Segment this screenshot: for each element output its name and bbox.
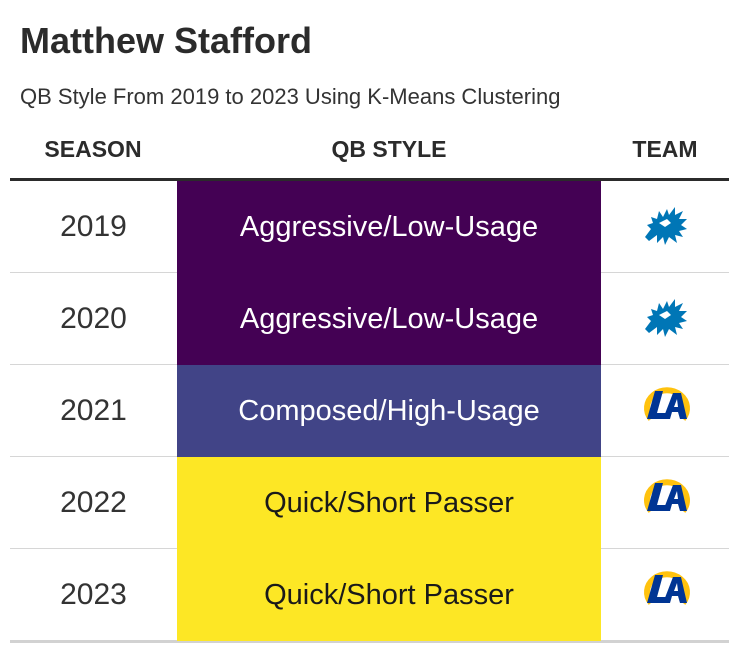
table-row: 2020 Aggressive/Low-Usage	[10, 273, 729, 365]
season-cell: 2023	[60, 578, 127, 611]
team-cell	[601, 365, 729, 456]
table-body: 2019 Aggressive/Low-Usage 2020 Aggressive/L…	[10, 181, 729, 643]
chart-subtitle: QB Style From 2019 to 2023 Using K-Means…	[20, 84, 561, 109]
column-header-qb-style: QB STYLE	[331, 136, 447, 162]
rams-logo-icon	[644, 571, 690, 605]
season-cell: 2020	[60, 302, 127, 335]
header-rule	[10, 178, 729, 181]
team-cell	[601, 273, 729, 364]
team-cell	[601, 181, 729, 272]
rams-logo-icon	[644, 387, 690, 421]
season-cell: 2021	[60, 394, 127, 427]
qb-style-cell: Aggressive/Low-Usage	[177, 181, 601, 273]
team-cell	[601, 549, 729, 640]
season-cell: 2019	[60, 210, 127, 243]
column-header-season: SEASON	[44, 136, 142, 162]
table-row: 2023 Quick/Short Passer	[10, 549, 729, 643]
qb-style-cell: Quick/Short Passer	[177, 549, 601, 641]
team-cell	[601, 457, 729, 548]
season-cell: 2022	[60, 486, 127, 519]
qb-style-cell: Aggressive/Low-Usage	[177, 273, 601, 365]
column-header-team: TEAM	[632, 136, 698, 162]
table-row: 2019 Aggressive/Low-Usage	[10, 181, 729, 273]
table-row: 2022 Quick/Short Passer	[10, 457, 729, 549]
table-row: 2021 Composed/High-Usage	[10, 365, 729, 457]
qb-style-cell: Quick/Short Passer	[177, 457, 601, 549]
qb-style-cell: Composed/High-Usage	[177, 365, 601, 457]
rams-logo-icon	[644, 479, 690, 513]
lions-logo-icon	[645, 299, 687, 337]
chart-title: Matthew Stafford	[20, 20, 312, 61]
lions-logo-icon	[645, 207, 687, 245]
